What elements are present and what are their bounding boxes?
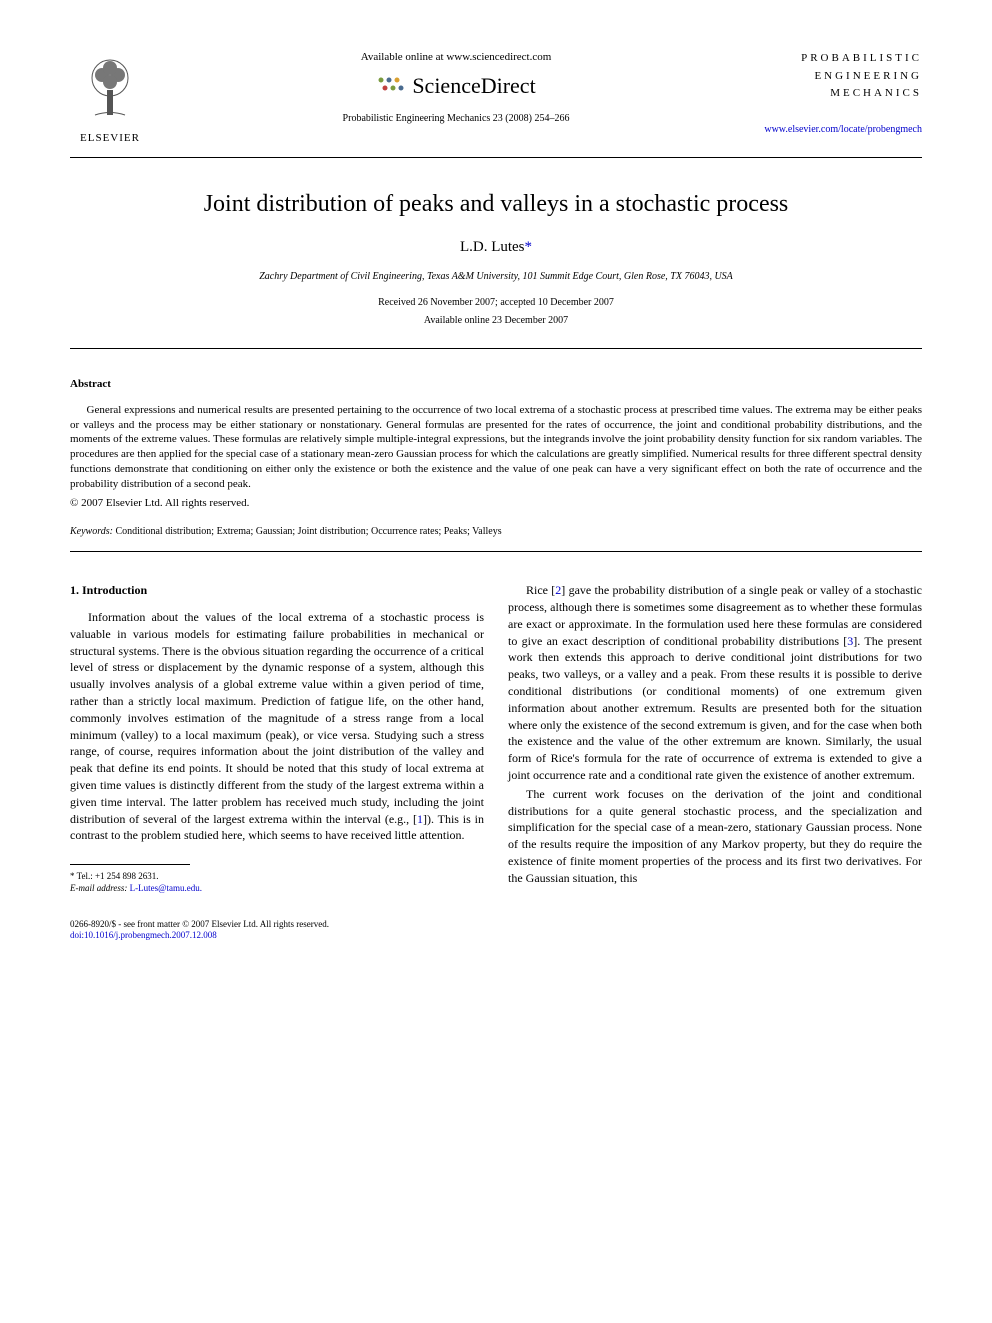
abstract-heading: Abstract <box>70 377 922 392</box>
sciencedirect-logo: ScienceDirect <box>376 71 535 102</box>
abstract-top-rule <box>70 348 922 349</box>
journal-reference: Probabilistic Engineering Mechanics 23 (… <box>150 112 762 126</box>
journal-url-link[interactable]: www.elsevier.com/locate/probengmech <box>762 123 922 137</box>
header-rule <box>70 157 922 158</box>
intro-para-2: Rice [2] gave the probability distributi… <box>508 582 922 784</box>
page-footer: 0266-8920/$ - see front matter © 2007 El… <box>70 919 922 942</box>
abstract-section: Abstract General expressions and numeric… <box>70 377 922 539</box>
email-link[interactable]: L-Lutes@tamu.edu. <box>130 883 202 893</box>
elsevier-tree-icon <box>80 50 140 120</box>
available-online-date: Available online 23 December 2007 <box>70 314 922 328</box>
footnote-separator <box>70 864 190 865</box>
section-1-heading: 1. Introduction <box>70 582 484 599</box>
elsevier-logo: ELSEVIER <box>70 50 150 147</box>
header-center: Available online at www.sciencedirect.co… <box>150 50 762 126</box>
journal-title-line1: PROBABILISTIC <box>762 50 922 68</box>
journal-title-line2: ENGINEERING <box>762 68 922 86</box>
abstract-copyright: © 2007 Elsevier Ltd. All rights reserved… <box>70 496 922 511</box>
journal-title-block: PROBABILISTIC ENGINEERING MECHANICS www.… <box>762 50 922 137</box>
intro-para-3: The current work focuses on the derivati… <box>508 786 922 887</box>
author-footnote-marker[interactable]: * <box>525 239 533 255</box>
abstract-text: General expressions and numerical result… <box>70 403 922 492</box>
sciencedirect-text: ScienceDirect <box>412 71 535 102</box>
intro-para-2-start: Rice [ <box>526 583 555 597</box>
keywords-label: Keywords: <box>70 526 113 537</box>
footer-front-matter: 0266-8920/$ - see front matter © 2007 El… <box>70 919 922 931</box>
author-name: L.D. Lutes <box>460 239 525 255</box>
email-label: E-mail address: <box>70 883 130 893</box>
tel-number: +1 254 898 2631. <box>95 871 159 881</box>
keywords-line: Keywords: Conditional distribution; Extr… <box>70 525 922 539</box>
intro-para-1-text: Information about the values of the loca… <box>70 610 484 826</box>
affiliation: Zachry Department of Civil Engineering, … <box>70 270 922 284</box>
footer-doi-link[interactable]: doi:10.1016/j.probengmech.2007.12.008 <box>70 930 922 942</box>
paper-title: Joint distribution of peaks and valleys … <box>70 188 922 222</box>
available-online-text: Available online at www.sciencedirect.co… <box>150 50 762 65</box>
elsevier-label: ELSEVIER <box>70 131 150 146</box>
sciencedirect-icon <box>376 75 406 99</box>
header-row: ELSEVIER Available online at www.science… <box>70 50 922 147</box>
body-two-column: 1. Introduction Information about the va… <box>70 582 922 894</box>
abstract-bottom-rule <box>70 551 922 552</box>
keywords-text: Conditional distribution; Extrema; Gauss… <box>113 526 502 537</box>
journal-title-line3: MECHANICS <box>762 85 922 103</box>
corresponding-author-footnote: * Tel.: +1 254 898 2631. E-mail address:… <box>70 871 484 894</box>
intro-para-2-end: ]. The present work then extends this ap… <box>508 634 922 782</box>
received-accepted-dates: Received 26 November 2007; accepted 10 D… <box>70 296 922 310</box>
author-line: L.D. Lutes* <box>70 237 922 258</box>
intro-para-1: Information about the values of the loca… <box>70 609 484 844</box>
tel-label: * Tel.: <box>70 871 95 881</box>
